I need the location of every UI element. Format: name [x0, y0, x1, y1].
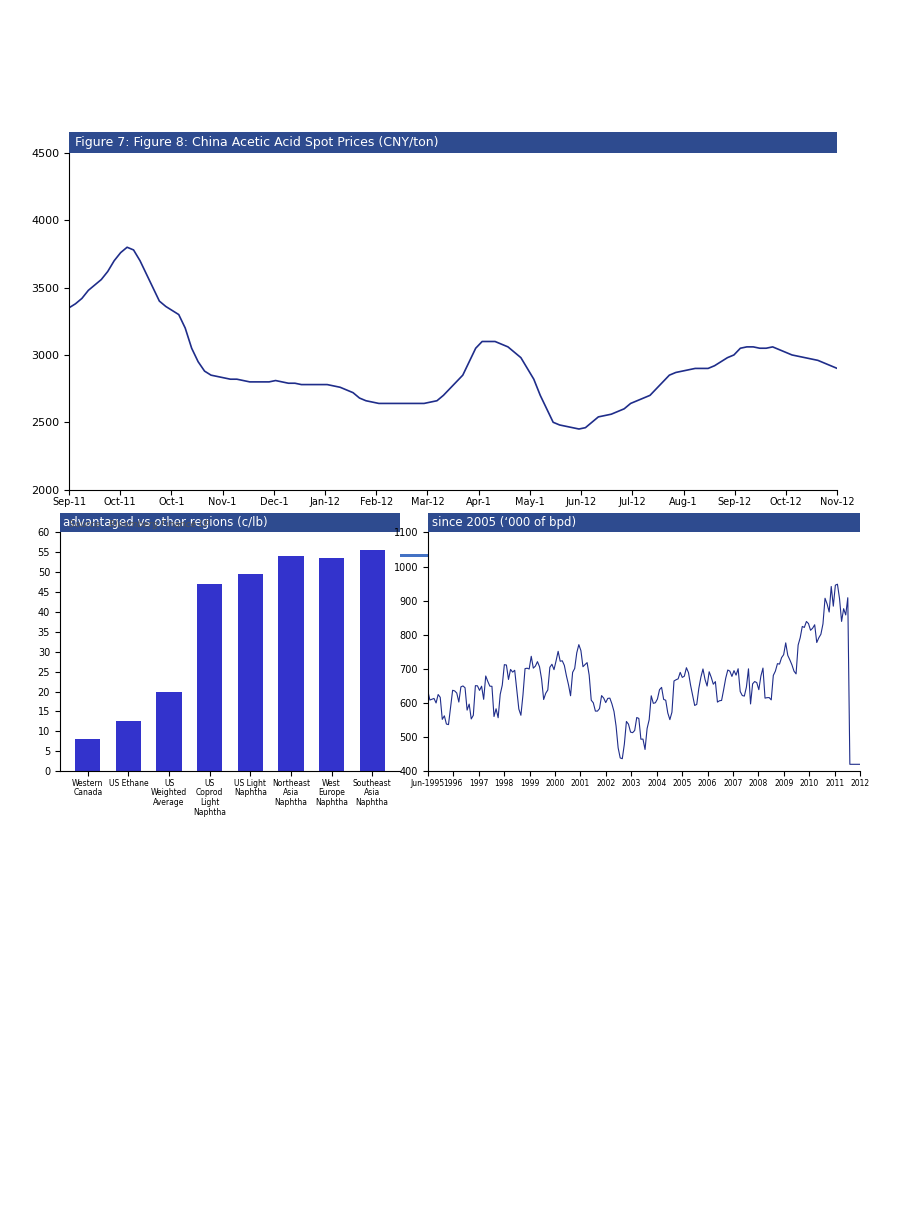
Text: Figure 7: Figure 8: China Acetic Acid Spot Prices (CNY/ton): Figure 7: Figure 8: China Acetic Acid Sp…	[75, 136, 438, 149]
Bar	[75, 739, 100, 771]
Bar	[156, 692, 181, 771]
Bar	[359, 551, 384, 771]
Text: since 2005 (‘000 of bpd): since 2005 (‘000 of bpd)	[432, 517, 575, 529]
Bar	[116, 721, 141, 771]
Bar	[319, 558, 344, 771]
Text: advantaged vs other regions (c/lb): advantaged vs other regions (c/lb)	[63, 517, 267, 529]
Bar	[237, 574, 263, 771]
Text: Source : Bloomberg Finance LP: Source : Bloomberg Finance LP	[69, 520, 210, 529]
Bar	[278, 556, 303, 771]
Bar	[197, 584, 222, 771]
